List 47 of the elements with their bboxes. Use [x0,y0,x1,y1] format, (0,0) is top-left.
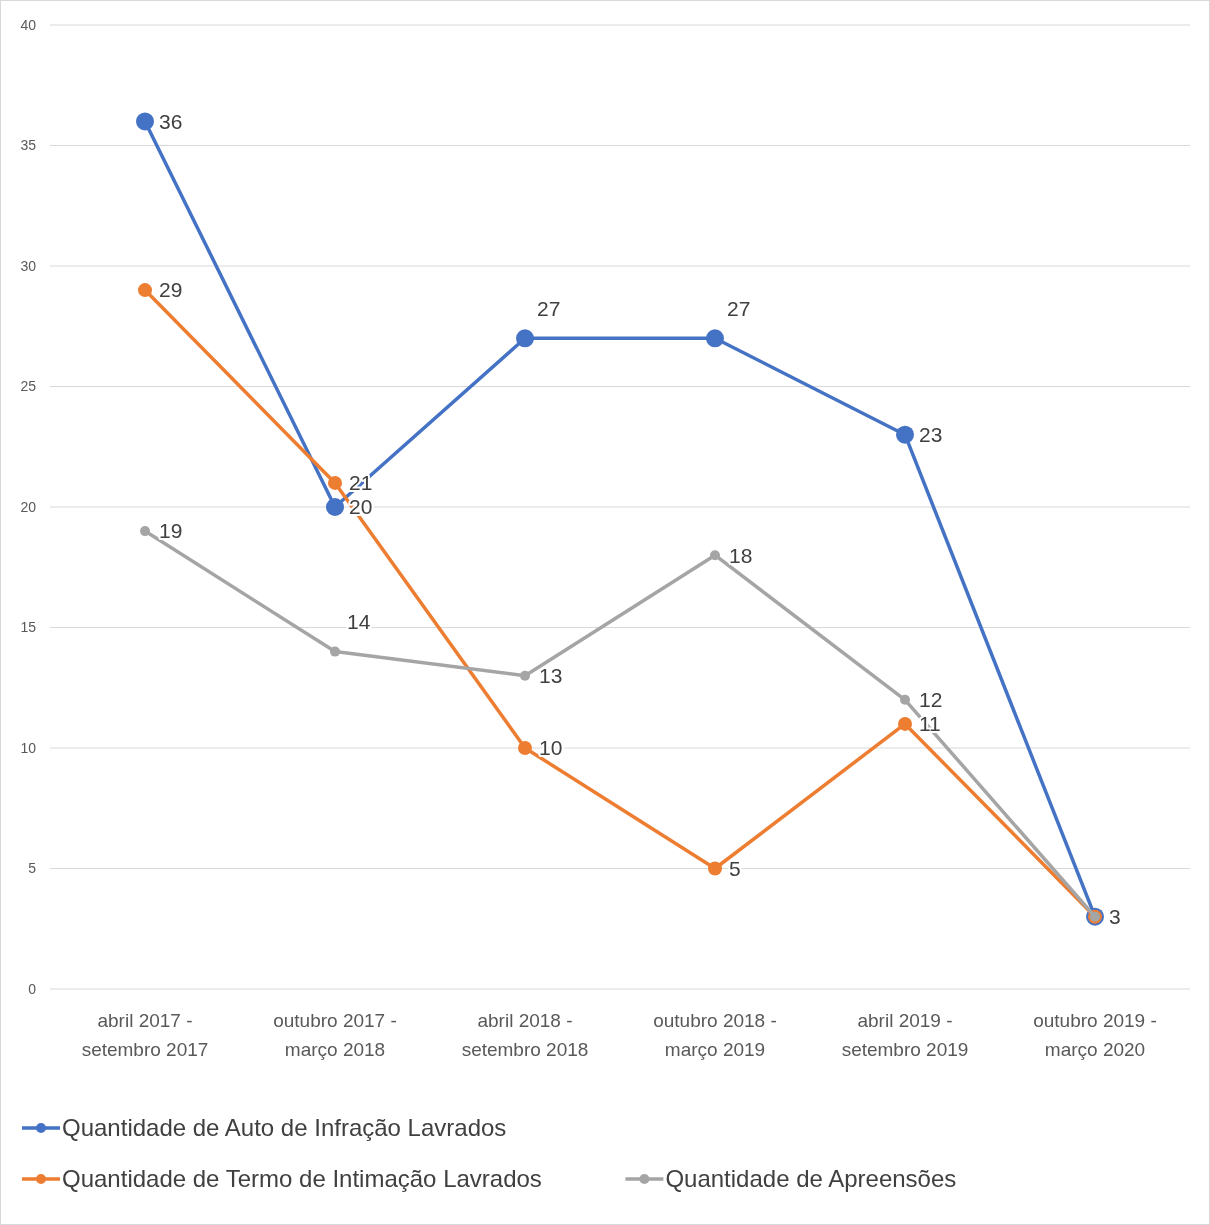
point [516,329,534,348]
point [710,550,720,561]
x-tick-label: outubro 2017 - março 2018 [273,1009,397,1060]
point [900,694,910,705]
point [518,741,532,755]
point [138,283,152,298]
legend-label: Quantidade de Auto de Infração Lavrados [62,1114,507,1142]
point [898,716,912,731]
y-tick-label: 0 [28,980,37,997]
x-tick-label: outubro 2019 - março 2020 [1033,1009,1157,1060]
data-label: 36 [159,109,183,133]
point [896,425,914,444]
x-tick-label: abril 2019 - setembro 2019 [841,1009,969,1060]
data-label: 13 [539,664,563,688]
legend-label: Quantidade de Apreensões [665,1165,957,1193]
y-tick-label: 20 [20,498,37,515]
x-tick-label: outubro 2018 - março 2019 [653,1009,777,1060]
point [136,112,154,131]
point [520,670,530,681]
y-tick-label: 10 [20,739,37,756]
point [708,861,722,876]
y-tick-label: 30 [20,257,37,274]
y-tick-label: 25 [20,378,37,395]
point [706,329,724,348]
data-label: 29 [159,278,183,302]
data-label: 12 [919,688,943,712]
point [330,646,340,657]
point [140,526,150,537]
data-label: 27 [537,296,561,320]
y-tick-label: 40 [20,16,37,33]
y-tick-label: 15 [20,619,37,636]
x-tick-label: abril 2018 - setembro 2018 [461,1009,589,1060]
data-label: 10 [539,736,563,760]
y-tick-label: 35 [20,137,37,154]
data-label: 23 [919,423,943,447]
data-label: 3 [1109,905,1121,929]
data-label: 27 [727,296,751,320]
point [328,475,342,490]
data-label: 19 [159,519,183,543]
y-tick-label: 5 [28,860,37,877]
data-label: 5 [729,856,741,880]
point [326,498,344,516]
data-label: 14 [347,609,371,633]
data-label: 18 [729,543,753,567]
legend-label: Quantidade de Termo de Intimação Lavrados [62,1165,542,1193]
x-tick-label: abril 2017 - setembro 2017 [81,1009,209,1060]
data-label: 11 [919,712,941,736]
